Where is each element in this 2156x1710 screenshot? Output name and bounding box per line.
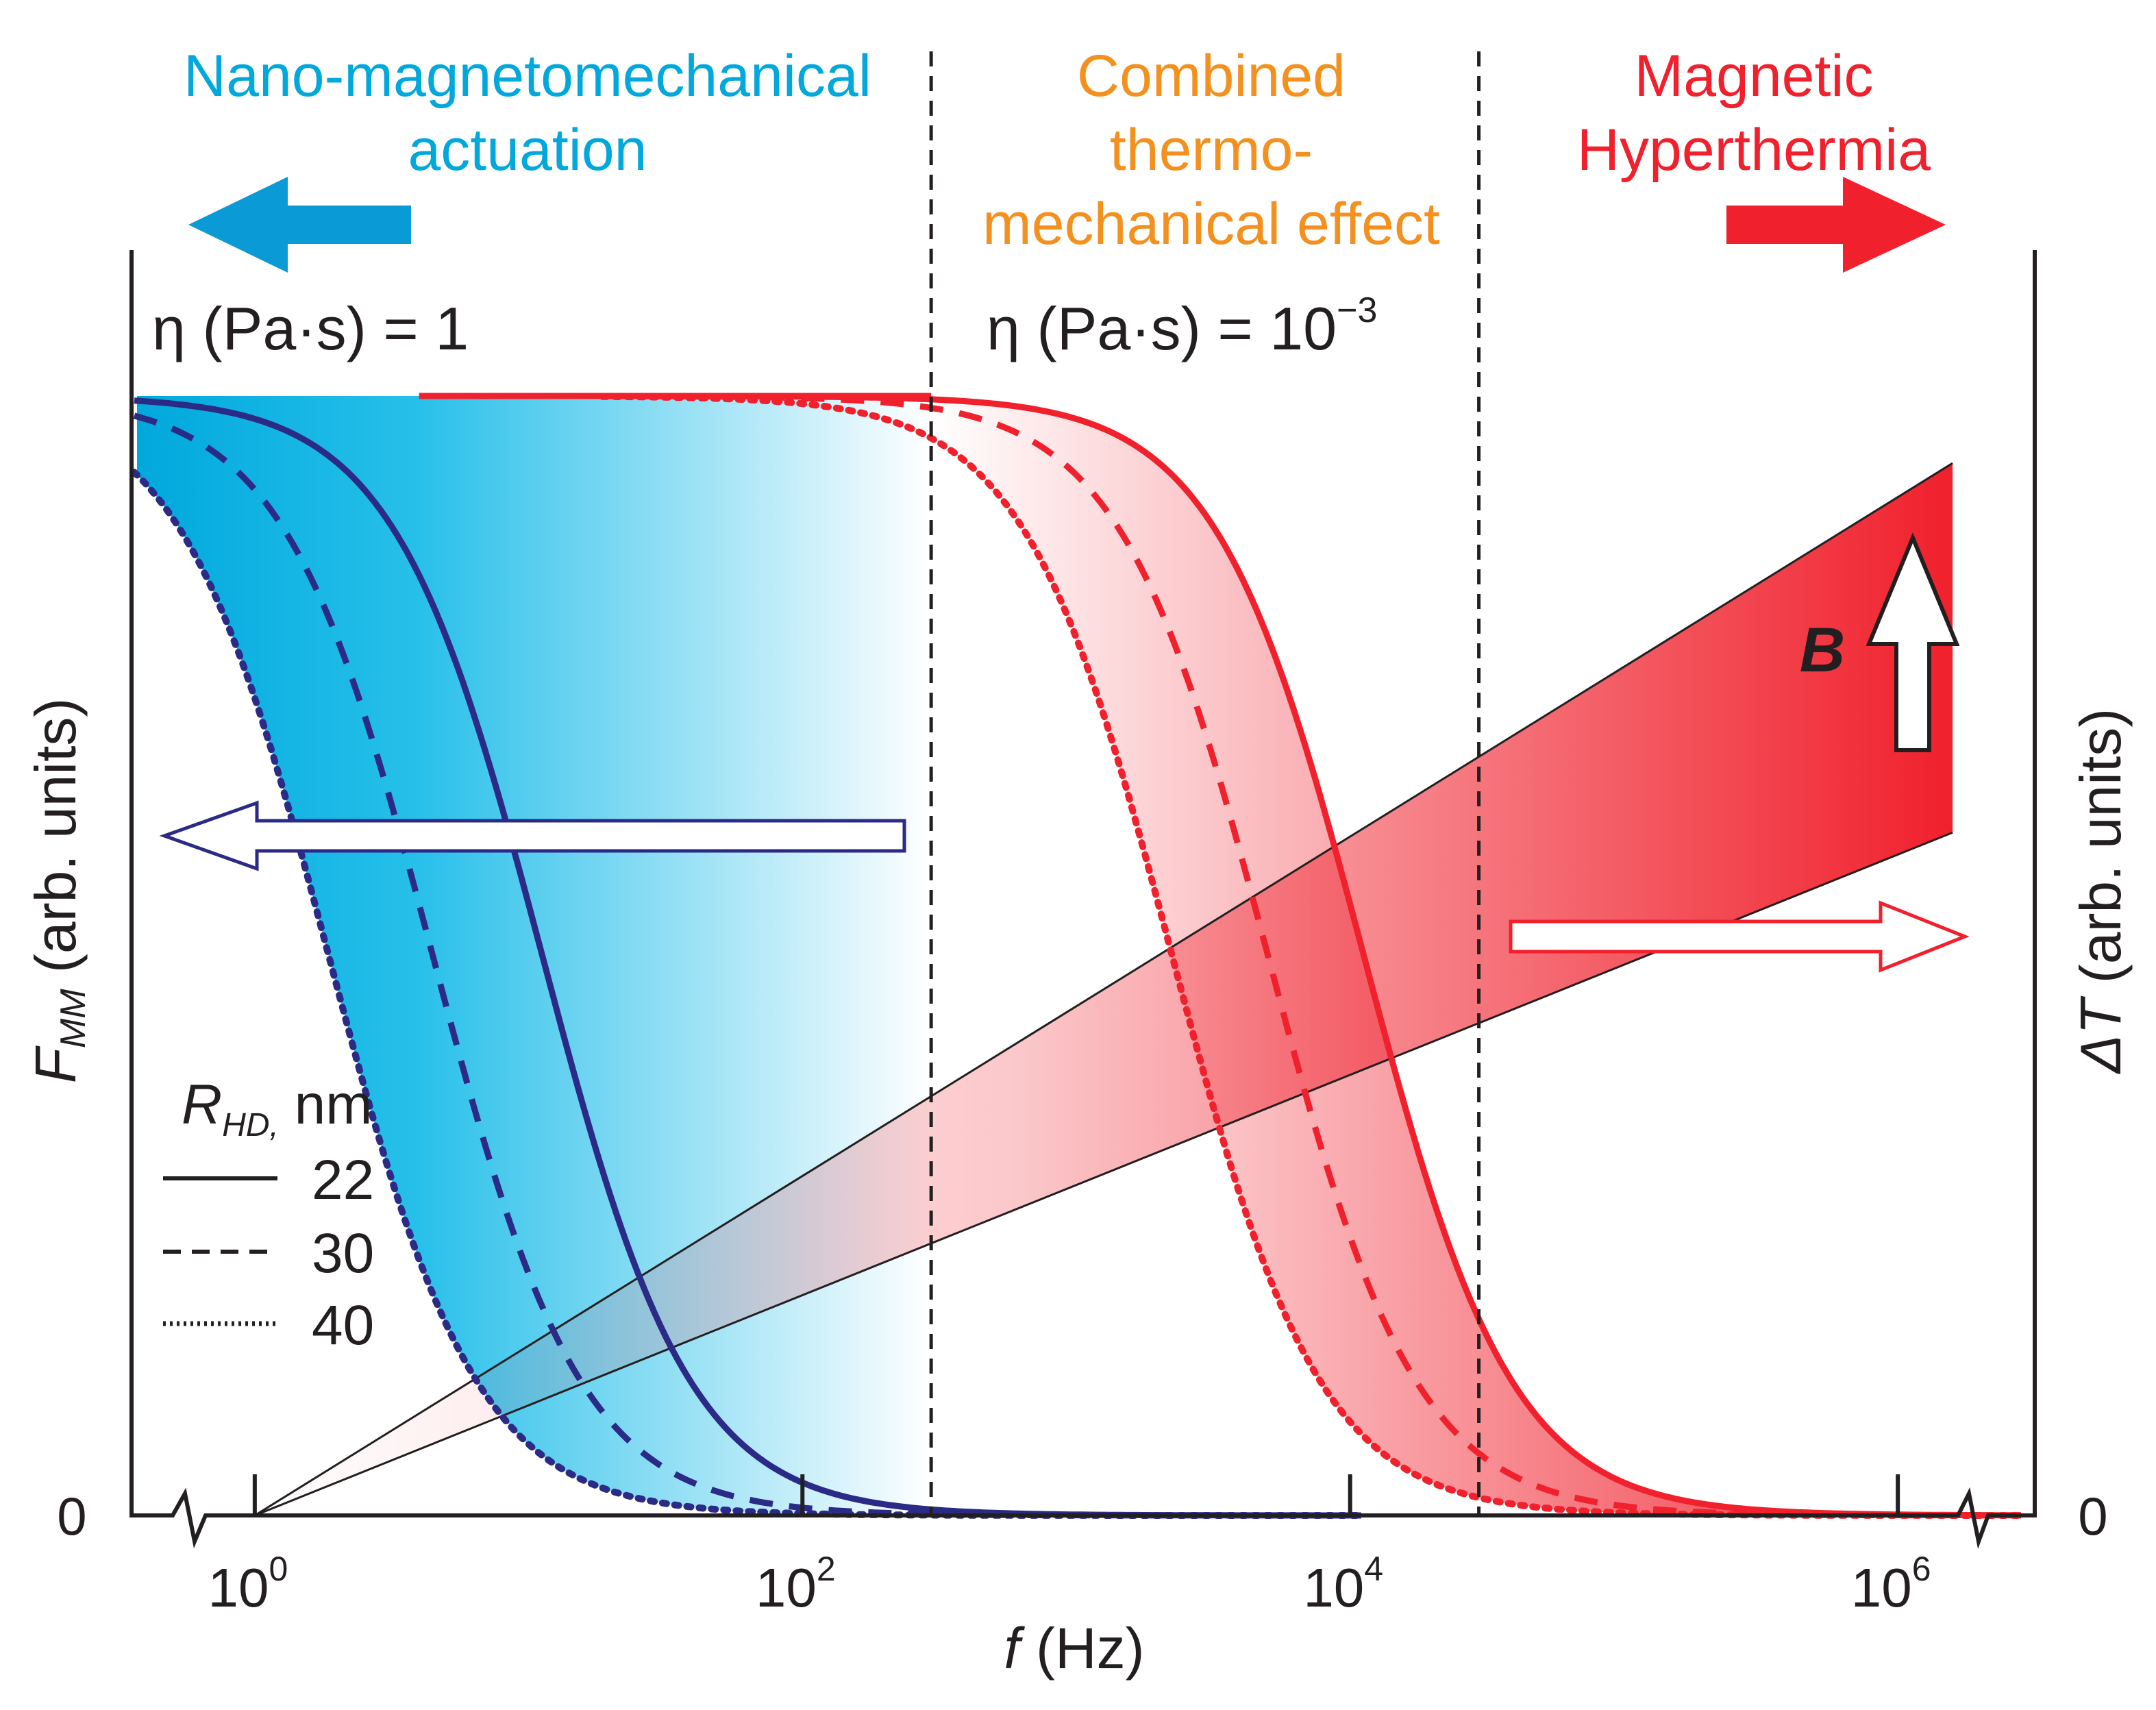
region-title-right: Magnetic Hyperthermia bbox=[1577, 43, 1931, 183]
legend-label-40: 40 bbox=[312, 1294, 374, 1356]
y-axis-left-label: FMM (arb. units) bbox=[23, 698, 93, 1084]
legend-title: RHD, nm bbox=[182, 1074, 373, 1143]
arrow-up-icon bbox=[1866, 532, 1960, 752]
x-tick-label: 104 bbox=[1303, 1550, 1383, 1618]
red-region-fill bbox=[931, 396, 2021, 1515]
region-title-middle-line1: Combined bbox=[1077, 43, 1346, 109]
arrow-to-left-axis-icon bbox=[159, 800, 906, 871]
region-title-middle-line3: mechanical effect bbox=[982, 191, 1440, 257]
arrow-right-icon bbox=[1726, 177, 1946, 273]
axes bbox=[129, 250, 2037, 1550]
y-axis-right-label: ΔT (arb. units) bbox=[2068, 708, 2133, 1074]
legend: RHD, nm 22 30 40 bbox=[163, 1074, 374, 1356]
viscosity-label-right: η (Pa·s) = 10−3 bbox=[987, 290, 1377, 362]
y-zero-right: 0 bbox=[2078, 1486, 2107, 1546]
b-field-label: B bbox=[1800, 615, 1845, 685]
legend-label-30: 30 bbox=[312, 1222, 374, 1285]
x-axis-label: f (Hz) bbox=[1004, 1616, 1144, 1681]
region-title-middle: Combined thermo- mechanical effect bbox=[982, 43, 1440, 257]
region-title-middle-line2: thermo- bbox=[1110, 117, 1313, 183]
region-title-left-line2: actuation bbox=[408, 117, 647, 183]
region-title-left: Nano-magnetomechanical actuation bbox=[184, 43, 871, 183]
region-title-right-line1: Magnetic bbox=[1635, 43, 1874, 109]
x-tick-label: 102 bbox=[756, 1550, 836, 1618]
arrow-left-icon bbox=[188, 177, 411, 273]
temperature-band-upper-line bbox=[254, 462, 1953, 1517]
x-tick-label: 100 bbox=[208, 1550, 288, 1618]
x-tick-label: 106 bbox=[1851, 1550, 1931, 1618]
y-zero-left: 0 bbox=[57, 1486, 86, 1546]
viscosity-label-left: η (Pa·s) = 1 bbox=[152, 295, 469, 362]
x-ticks: 100 102 104 106 bbox=[208, 1474, 1931, 1618]
region-title-left-line1: Nano-magnetomechanical bbox=[184, 43, 871, 109]
bottom-axis bbox=[132, 1487, 2035, 1550]
arrow-to-right-axis-icon bbox=[1509, 900, 1970, 973]
legend-label-22: 22 bbox=[312, 1149, 374, 1211]
region-title-right-line2: Hyperthermia bbox=[1577, 117, 1931, 183]
